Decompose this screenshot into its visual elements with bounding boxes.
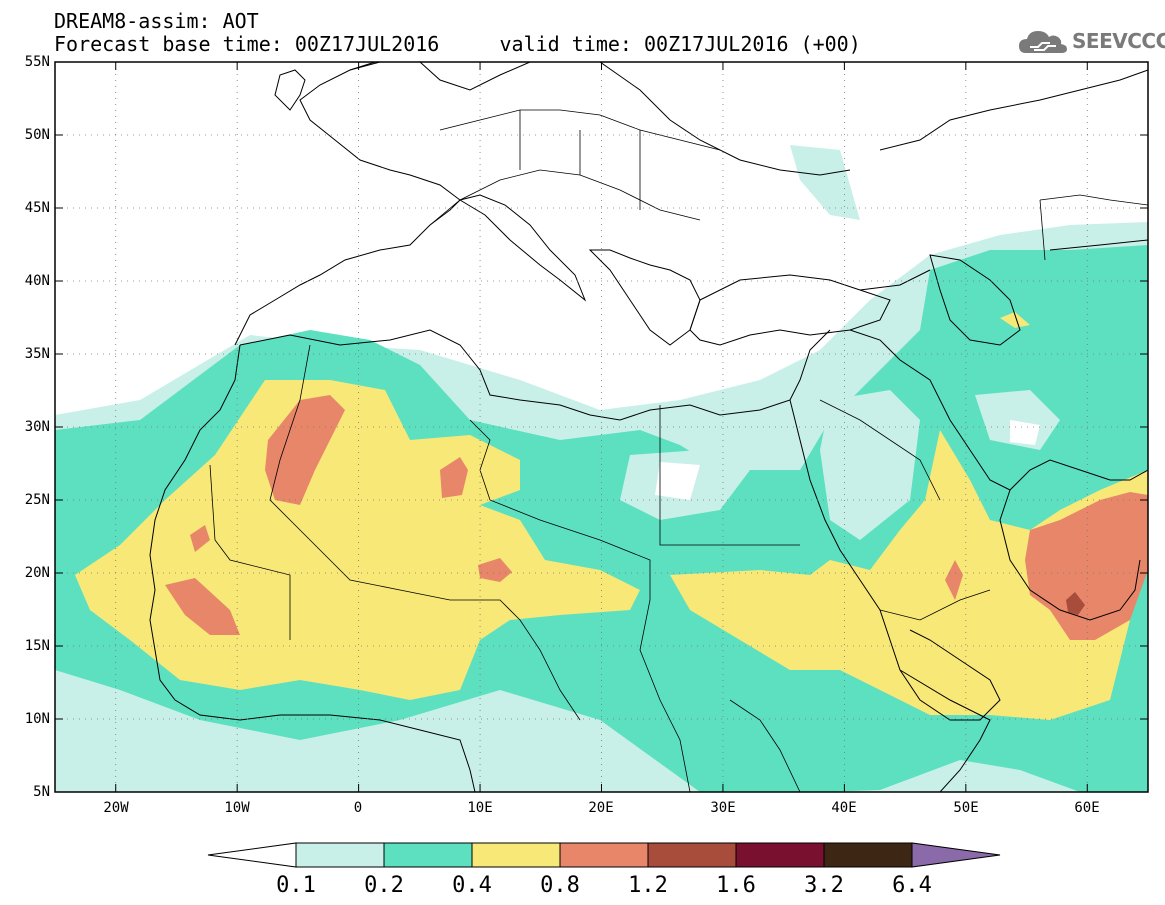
colorbar [207,842,1001,868]
colorbar-label-0-2: 0.2 [364,873,404,898]
lon-label-20e: 20E [588,800,614,816]
colorbar-box [471,842,561,868]
lon-label-60e: 60E [1074,800,1100,816]
colorbar-label-1-6: 1.6 [716,873,756,898]
colorbar-label-6-4: 6.4 [892,873,932,898]
colorbar-box [295,842,385,868]
colorbar-arrow-low [207,842,297,868]
axis-ticks [55,61,1148,793]
lon-label-10w: 10W [224,800,250,816]
colorbar-label-0-1: 0.1 [276,873,316,898]
coastlines [149,62,1148,792]
lat-label-30n: 30N [24,419,50,435]
colorbar-box [735,842,825,868]
lat-label-50n: 50N [24,127,50,143]
seevccc-logo: SEEVCCC [1018,26,1165,56]
colorbar-label-0-4: 0.4 [452,873,492,898]
lon-label-0: 0 [353,800,363,816]
lat-label-10n: 10N [24,711,50,727]
lat-label-55n: 55N [24,54,50,70]
colorbar-label-0-8: 0.8 [540,873,580,898]
colorbar-box [383,842,473,868]
colorbar-box [823,842,913,868]
logo-text: SEEVCCC [1072,29,1165,53]
map-subtitle: Forecast base time: 00Z17JUL2016 valid t… [54,32,861,56]
colorbar-box [559,842,649,868]
lat-label-45n: 45N [24,200,50,216]
lon-label-40e: 40E [831,800,857,816]
lat-label-40n: 40N [24,273,50,289]
lat-label-35n: 35N [24,346,50,362]
grid-lines [55,62,1148,792]
colorbar-arrow-high [911,842,1001,868]
map-title: DREAM8-assim: AOT [54,9,259,33]
borders [209,109,1148,792]
lon-label-30e: 30E [710,800,736,816]
lon-label-10e: 10E [467,800,493,816]
lat-label-20n: 20N [24,565,50,581]
colorbar-label-3-2: 3.2 [804,873,844,898]
lat-label-5n: 5N [33,784,50,800]
lat-label-25n: 25N [24,492,50,508]
lat-label-15n: 15N [24,638,50,654]
lon-label-50e: 50E [953,800,979,816]
colorbar-label-1-2: 1.2 [628,873,668,898]
colorbar-box [647,842,737,868]
lon-label-20w: 20W [103,800,129,816]
cloud-icon [1019,31,1067,53]
